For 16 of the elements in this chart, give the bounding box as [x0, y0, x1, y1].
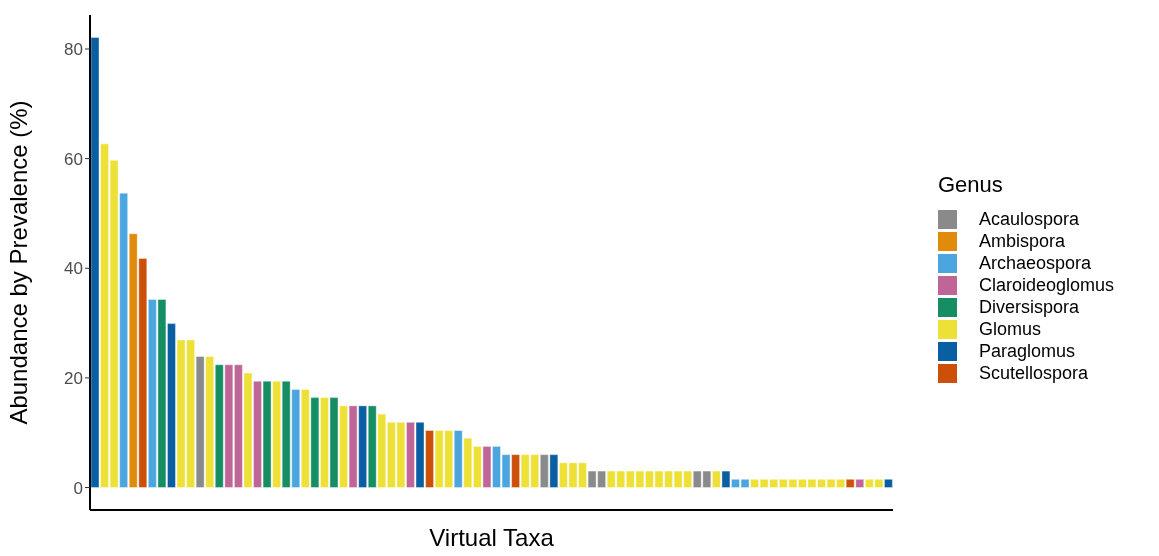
- legend-label: Acaulospora: [979, 208, 1080, 230]
- y-tick-label: 60: [64, 149, 83, 169]
- legend-label: Scutellospora: [979, 362, 1089, 384]
- legend-label: Glomus: [979, 318, 1042, 340]
- legend-label: Diversispora: [979, 296, 1080, 318]
- legend-label: Ambispora: [979, 230, 1066, 252]
- legend-label: Claroideoglomus: [979, 274, 1115, 296]
- y-tick-label: 80: [64, 40, 83, 60]
- legend-title: Genus: [938, 172, 1004, 198]
- legend-label: Paraglomus: [979, 340, 1076, 362]
- y-axis-title: Abundance by Prevalence (%): [4, 100, 32, 425]
- y-tick-label: 0: [73, 478, 83, 498]
- x-axis-title: Virtual Taxa: [429, 524, 555, 551]
- y-tick-label: 40: [64, 259, 83, 279]
- legend-label: Archaeospora: [979, 252, 1092, 274]
- y-tick-label: 20: [64, 368, 83, 388]
